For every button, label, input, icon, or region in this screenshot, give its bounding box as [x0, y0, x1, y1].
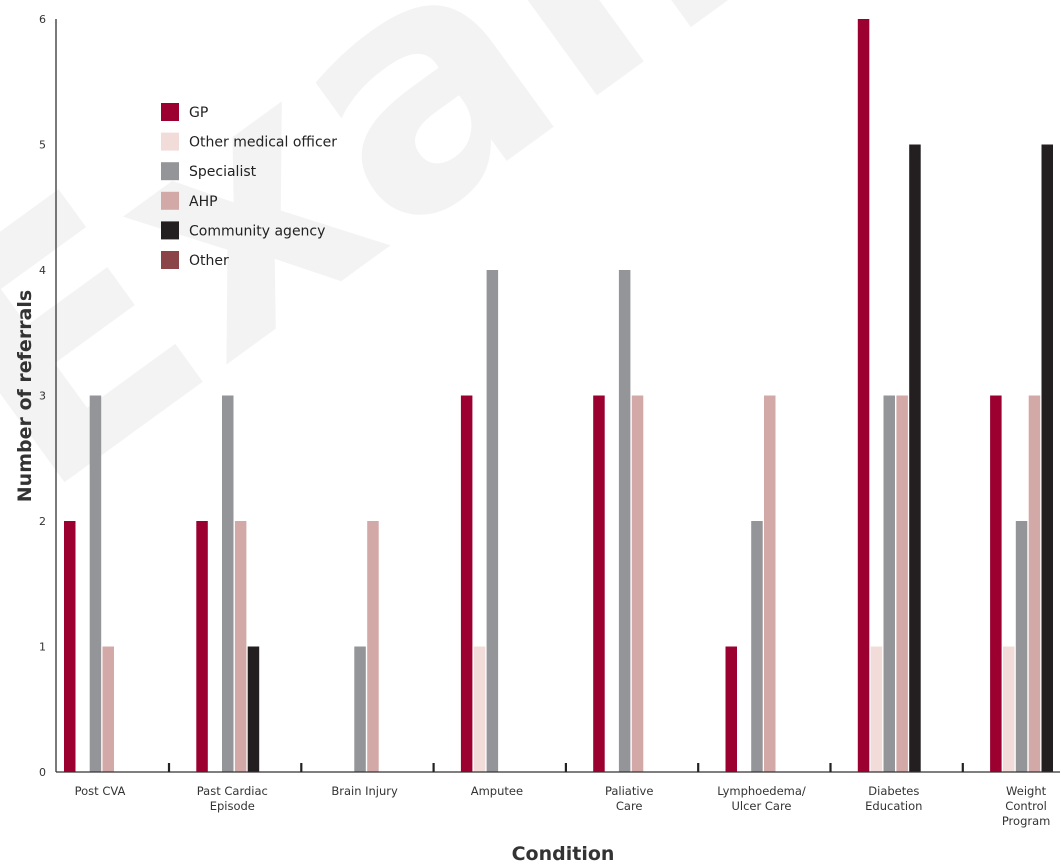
x-category-label: Weight Control Program	[1002, 784, 1051, 828]
x-category-label-line: Lymphoedema/	[717, 784, 806, 798]
x-category-label-line: Diabetes	[868, 784, 919, 798]
bar-specialist-4	[618, 270, 631, 772]
bars	[64, 19, 1053, 772]
x-category-label: Brain Injury	[331, 784, 398, 798]
x-category-label: Paliative Care	[605, 784, 654, 813]
x-category-label: Post CVA	[75, 784, 126, 798]
legend-label: Community agency	[189, 223, 325, 239]
x-category-label: Amputee	[471, 784, 523, 798]
bar-gp-1	[196, 521, 208, 772]
bar-other-medical-officer-6	[870, 646, 883, 772]
legend-swatch-community-agency	[161, 221, 179, 240]
x-category-label: Past Cardiac Episode	[197, 784, 268, 813]
bar-ahp-6	[896, 395, 908, 772]
legend-swatch-gp	[161, 103, 179, 121]
bar-community-agency-7	[1041, 144, 1053, 772]
bar-ahp-7	[1028, 395, 1041, 772]
x-axis-title: Condition	[512, 843, 615, 861]
y-tick-label: 3	[39, 390, 46, 403]
bar-other-medical-officer-7	[1003, 646, 1015, 772]
bar-ahp-4	[631, 395, 644, 772]
bar-specialist-2	[354, 646, 366, 772]
x-category-label-line: Ulcer Care	[731, 799, 791, 813]
bar-ahp-1	[234, 521, 247, 772]
legend-swatch-other-medical-officer	[161, 132, 179, 151]
x-category-label: Diabetes Education	[865, 784, 922, 813]
bar-specialist-0	[89, 395, 102, 772]
x-category-label: Lymphoedema/Ulcer Care	[717, 784, 806, 813]
legend-label: AHP	[189, 194, 218, 210]
bar-gp-4	[593, 395, 605, 772]
x-category-label-line: Program	[1002, 814, 1051, 828]
bar-gp-0	[64, 521, 76, 772]
y-tick-label: 0	[39, 766, 46, 779]
axes: 0 1 2 3 4 5 6 Post CVA Past Cardiac Episode Brain …	[39, 13, 1060, 828]
bar-specialist-7	[1015, 521, 1028, 772]
y-tick-label: 1	[39, 641, 46, 654]
legend: GP Other medical officer Specialist AHP Comm…	[161, 103, 337, 269]
bar-community-agency-1	[247, 646, 260, 772]
bar-gp-3	[460, 395, 473, 772]
legend-swatch-ahp	[161, 191, 179, 210]
bar-specialist-3	[486, 270, 499, 772]
bar-gp-5	[725, 646, 737, 772]
x-category-label-line: Paliative	[605, 784, 654, 798]
bar-community-agency-6	[909, 144, 921, 772]
y-tick-label: 4	[39, 264, 46, 277]
x-category-label-line: Brain Injury	[331, 784, 398, 798]
legend-label: Other	[189, 253, 229, 269]
legend-label: GP	[189, 105, 208, 121]
legend-label: Specialist	[189, 164, 257, 180]
y-tick-label: 2	[39, 515, 46, 528]
x-category-label-line: Education	[865, 799, 922, 813]
y-tick-label: 5	[39, 139, 46, 152]
legend-swatch-specialist	[161, 162, 179, 181]
legend-swatch-other	[161, 251, 179, 269]
bar-specialist-6	[883, 395, 895, 772]
bar-other-medical-officer-3	[473, 646, 486, 772]
x-category-label-line: Episode	[210, 799, 255, 813]
x-category-label-line: Weight	[1006, 784, 1047, 798]
bar-specialist-5	[751, 521, 763, 772]
y-axis-title: Number of referrals	[14, 290, 36, 502]
legend-label: Other medical officer	[189, 135, 337, 151]
x-category-label-line: Amputee	[471, 784, 523, 798]
x-category-label-line: Past Cardiac	[197, 784, 268, 798]
bar-ahp-2	[367, 521, 379, 772]
bar-ahp-5	[764, 395, 776, 772]
bar-gp-6	[857, 19, 870, 772]
x-category-label-line: Control	[1005, 799, 1047, 813]
bar-ahp-0	[102, 646, 114, 772]
bar-specialist-1	[222, 395, 234, 772]
x-category-label-line: Care	[616, 799, 643, 813]
y-tick-label: 6	[39, 13, 46, 26]
x-category-label-line: Post CVA	[75, 784, 126, 798]
bar-gp-7	[990, 395, 1002, 772]
